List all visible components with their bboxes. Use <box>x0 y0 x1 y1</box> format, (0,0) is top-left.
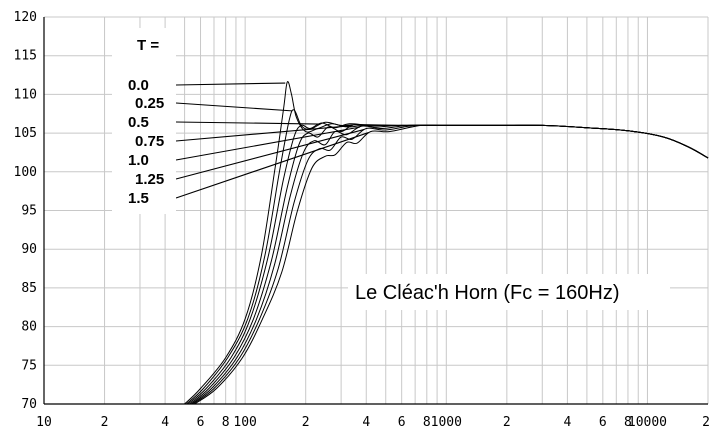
x-tick-label: 6 <box>599 415 607 430</box>
y-tick-label: 75 <box>21 358 37 373</box>
legend-label-1.5: 1.5 <box>128 190 149 207</box>
x-tick-label: 100 <box>233 415 256 430</box>
annotation-background <box>348 274 670 310</box>
x-tick-label: 10000 <box>628 415 667 430</box>
legend-label-0.0: 0.0 <box>128 77 149 94</box>
y-tick-label: 90 <box>21 242 37 257</box>
x-tick-label: 4 <box>161 415 169 430</box>
x-tick-label: 4 <box>362 415 370 430</box>
legend-leader-line <box>175 125 353 142</box>
x-tick-label: 8 <box>222 415 230 430</box>
y-tick-label: 110 <box>14 87 37 102</box>
x-tick-label: 2 <box>302 415 310 430</box>
legend-label-0.75: 0.75 <box>135 133 164 150</box>
legend-leader-line <box>175 82 286 86</box>
legend-leader-line <box>175 128 365 180</box>
legend-labels: T = 0.00.25 0.5 0.75 1.0 1.25 1.5 <box>128 37 164 207</box>
y-tick-label: 85 <box>21 281 37 296</box>
y-tick-label: 80 <box>21 320 37 335</box>
y-tick-label: 70 <box>21 397 37 412</box>
x-tick-label: 8 <box>624 415 632 430</box>
legend-background <box>112 28 176 214</box>
legend-label-0.25: 0.25 <box>135 95 164 112</box>
x-tick-label: 2 <box>702 415 710 430</box>
y-tick-label: 105 <box>14 126 37 141</box>
x-tick-label: 4 <box>563 415 571 430</box>
x-tick-label: 2 <box>101 415 109 430</box>
legend-leader-line <box>175 102 293 112</box>
x-tick-label: 10 <box>36 415 52 430</box>
legend-leaders <box>175 82 369 199</box>
series-layer <box>184 81 709 405</box>
x-tick-label: 6 <box>398 415 406 430</box>
x-tick-label: 8 <box>423 415 431 430</box>
y-tick-label: 120 <box>14 10 37 25</box>
legend-label-0.5: 0.5 <box>128 114 149 131</box>
legend-title: T = <box>137 37 159 54</box>
legend-leader-line <box>175 132 369 199</box>
y-tick-label: 95 <box>21 204 37 219</box>
legend-leader-line <box>175 121 320 125</box>
y-tick-labels: 70 75 80 85 90 95 100 105 110 115 120 <box>14 10 37 412</box>
y-tick-label: 100 <box>14 165 37 180</box>
y-tick-label: 115 <box>14 49 37 64</box>
x-tick-label: 2 <box>503 415 511 430</box>
x-tick-label: 6 <box>197 415 205 430</box>
legend-leader-line <box>175 126 360 161</box>
x-tick-label: 1000 <box>431 415 462 430</box>
chart-annotation: Le Cléac'h Horn (Fc = 160Hz) <box>355 282 619 304</box>
series-line-1.5 <box>194 124 709 405</box>
legend-label-1.25: 1.25 <box>135 171 164 188</box>
legend-label-1.0: 1.0 <box>128 152 149 169</box>
